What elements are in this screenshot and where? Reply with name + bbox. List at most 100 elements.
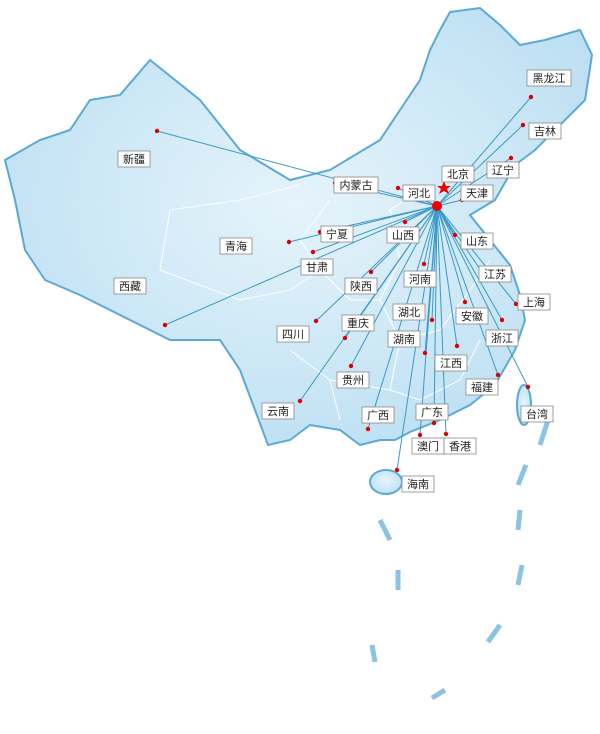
city-dot [310,249,316,255]
route-line [156,130,438,207]
province-label: 山东 [466,235,488,248]
province-label: 广西 [367,409,389,422]
city-dot [513,301,519,307]
city-dot [421,261,427,267]
city-dot [342,335,348,341]
province-label: 吉林 [534,124,556,138]
province-label: 山西 [392,229,414,242]
province-label: 天津 [466,187,488,200]
label-box [485,329,519,347]
city-dot [394,467,400,473]
province-label: 安徽 [461,309,483,323]
label-box [526,69,572,87]
province-label: 湖北 [398,306,420,319]
hainan-island [369,469,403,495]
city-dot [443,431,449,437]
province-label: 青海 [225,239,247,253]
label-box [403,270,437,288]
province-label: 香港 [449,440,471,453]
label-box [261,402,295,420]
sea-boundary [369,419,551,701]
route-line [436,205,466,303]
label-box [333,176,379,194]
city-dot [431,420,437,426]
hub-dot [432,201,442,211]
province-label: 福建 [471,380,493,394]
label-box [386,226,420,244]
city-dot [154,128,160,134]
city-dot [422,350,428,356]
label-box [401,475,435,493]
route-line [433,205,438,424]
label-box [528,122,562,140]
city-dot [417,432,423,438]
route-line [350,205,438,367]
label-box [520,405,554,423]
province-label: 内蒙古 [340,178,373,192]
province-label: 海南 [407,477,429,491]
label-box [276,325,310,343]
label-box [415,403,449,421]
label-box [441,165,475,183]
label-box [113,277,147,295]
label-box [361,406,395,424]
province-label: 江西 [440,357,462,370]
route-line [312,205,438,253]
label-box [344,277,378,295]
city-dot [297,398,303,404]
label-box [320,225,354,243]
label-box [117,150,151,168]
city-dot [162,322,168,328]
label-box [387,330,421,348]
city-dot [313,318,319,324]
city-dot [395,185,401,191]
country-outline [3,6,594,447]
label-box [486,161,520,179]
label-box [517,293,551,311]
province-label: 黑龙江 [533,72,566,85]
label-box [478,265,512,283]
city-dot [429,317,435,323]
route-line [436,124,524,207]
province-label: 浙江 [491,332,513,345]
province-label: 北京 [447,167,469,181]
city-dot [499,317,505,323]
route-line [431,205,438,321]
city-dot [286,239,292,245]
city-dot [365,426,371,432]
route-line [436,205,499,376]
province-label: 云南 [267,405,289,418]
label-box [460,232,494,250]
city-dot [525,384,531,390]
province-label: 西藏 [119,280,141,293]
province-label: 河北 [408,187,430,200]
city-dot [462,299,468,305]
province-label: 湖南 [393,333,415,346]
route-line [436,205,485,276]
province-label: 江苏 [484,268,506,281]
route-line [436,205,529,388]
label-box [455,307,489,325]
province-label: 陕西 [350,279,372,293]
province-label: 甘肃 [306,261,328,274]
province-label: 台湾 [526,407,548,421]
province-label: 澳门 [417,439,439,453]
route-line [288,205,438,243]
label-box [465,378,499,396]
city-dot [495,372,501,378]
city-dot [452,232,458,238]
route-line [419,205,438,436]
route-line [436,205,503,321]
label-box [336,371,370,389]
province-label: 新疆 [123,152,145,166]
city-dot [348,363,354,369]
city-dot [368,269,374,275]
label-box [392,303,426,321]
label-box [460,184,494,202]
label-box [219,237,253,255]
route-line [436,205,447,435]
province-label: 辽宁 [492,163,514,177]
province-label: 上海 [523,295,545,309]
province-label: 重庆 [347,316,369,330]
